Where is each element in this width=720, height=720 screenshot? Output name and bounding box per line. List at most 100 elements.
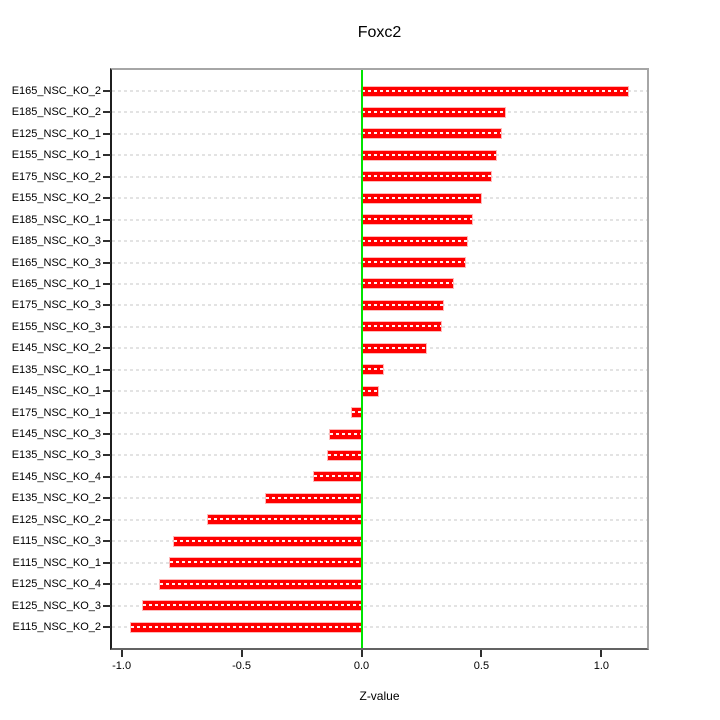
y-axis-label: E125_NSC_KO_4	[11, 578, 101, 591]
bar-inner-dash	[361, 346, 427, 349]
y-axis-label: E145_NSC_KO_2	[11, 342, 101, 355]
bar	[361, 236, 468, 246]
bar-inner-dash	[361, 303, 444, 306]
x-axis-tick	[120, 650, 123, 657]
x-axis-tick-label: 1.0	[593, 660, 610, 672]
x-axis-tick	[360, 650, 363, 657]
bar-inner-dash	[361, 389, 379, 392]
bar	[313, 472, 362, 482]
y-axis-label: E125_NSC_KO_2	[11, 513, 101, 526]
x-axis-tick	[600, 650, 603, 657]
bar	[330, 429, 362, 439]
y-axis-tick	[103, 304, 111, 307]
x-axis-tick	[480, 650, 483, 657]
bar	[159, 579, 362, 589]
y-axis-tick	[103, 368, 111, 371]
zero-reference-line	[360, 70, 363, 648]
bar-inner-dash	[361, 175, 492, 178]
y-axis-label: E155_NSC_KO_3	[11, 320, 101, 333]
y-axis-tick	[103, 197, 111, 200]
gridline	[112, 518, 647, 521]
bar	[361, 107, 506, 117]
y-axis-label: E165_NSC_KO_2	[11, 85, 101, 97]
bar-inner-dash	[361, 132, 501, 135]
bar	[361, 150, 496, 160]
y-axis-label: E145_NSC_KO_1	[11, 385, 101, 398]
x-axis-tick-label: 0.5	[473, 660, 490, 672]
bar	[361, 300, 444, 310]
y-axis-label: E115_NSC_KO_1	[12, 556, 101, 569]
gridline	[112, 411, 647, 414]
y-axis-label: E135_NSC_KO_3	[11, 449, 101, 462]
y-axis-label: E185_NSC_KO_1	[11, 213, 101, 226]
y-axis-label: E175_NSC_KO_2	[11, 170, 101, 183]
bar-inner-dash	[313, 475, 362, 478]
bar-inner-dash	[361, 282, 453, 285]
y-axis-tick	[103, 261, 111, 264]
bar-inner-dash	[174, 539, 362, 542]
y-axis-tick	[103, 90, 111, 92]
bar-inner-dash	[327, 453, 362, 456]
y-axis-label: E185_NSC_KO_3	[11, 235, 101, 248]
y-axis-tick	[103, 454, 111, 457]
y-axis-label: E155_NSC_KO_1	[11, 149, 101, 162]
y-axis-label: E125_NSC_KO_1	[11, 127, 101, 140]
gridline	[112, 561, 647, 564]
x-axis-tick-label: 0.0	[353, 660, 370, 672]
bar-inner-dash	[361, 261, 465, 264]
y-axis-label: E135_NSC_KO_2	[11, 492, 101, 505]
bar-inner-dash	[361, 325, 441, 328]
y-axis-tick	[103, 282, 111, 285]
gridline	[112, 475, 647, 478]
y-axis-tick	[103, 561, 111, 564]
gridline	[112, 626, 647, 628]
y-axis-tick	[103, 540, 111, 543]
y-axis-tick	[103, 347, 111, 350]
bar	[207, 515, 362, 525]
bar	[361, 193, 482, 203]
bar-inner-dash	[330, 432, 362, 435]
bar-inner-dash	[361, 218, 472, 221]
bar	[174, 536, 362, 546]
x-axis-tick	[240, 650, 243, 657]
y-axis-tick	[103, 325, 111, 328]
bar-inner-dash	[361, 110, 506, 113]
bar-inner-dash	[361, 153, 496, 156]
bar-inner-dash	[169, 561, 362, 564]
y-axis-tick	[103, 175, 111, 178]
bar-inner-dash	[207, 518, 362, 521]
y-axis-tick	[103, 132, 111, 135]
bar-inner-dash	[351, 411, 362, 414]
y-axis-tick	[103, 154, 111, 157]
x-axis-tick-label: -0.5	[232, 660, 252, 672]
gridline	[112, 433, 647, 436]
bar	[131, 622, 362, 632]
y-axis-tick	[103, 390, 111, 393]
bar-inner-dash	[361, 239, 468, 242]
y-axis-label: E165_NSC_KO_1	[11, 277, 101, 290]
bar	[361, 322, 441, 332]
bar	[327, 450, 362, 460]
y-axis-label: E145_NSC_KO_3	[11, 428, 101, 441]
gridline	[112, 540, 647, 543]
y-axis-label: E115_NSC_KO_2	[12, 621, 101, 633]
bar	[361, 365, 384, 375]
bar-inner-dash	[143, 604, 362, 607]
bar	[361, 129, 501, 139]
bar	[361, 172, 492, 182]
y-axis-tick	[103, 475, 111, 478]
y-axis-tick	[103, 497, 111, 500]
bar	[361, 343, 427, 353]
gridline	[112, 497, 647, 500]
y-axis-label: E185_NSC_KO_2	[11, 106, 101, 119]
y-axis-label: E175_NSC_KO_1	[11, 406, 101, 419]
y-axis-label: E145_NSC_KO_4	[11, 470, 101, 483]
bar-inner-dash	[159, 582, 362, 585]
y-axis-tick	[103, 433, 111, 436]
y-axis-label: E125_NSC_KO_3	[11, 599, 101, 612]
gridline	[112, 583, 647, 586]
bar	[265, 493, 362, 503]
bar	[361, 258, 465, 268]
y-axis-tick	[103, 583, 111, 586]
